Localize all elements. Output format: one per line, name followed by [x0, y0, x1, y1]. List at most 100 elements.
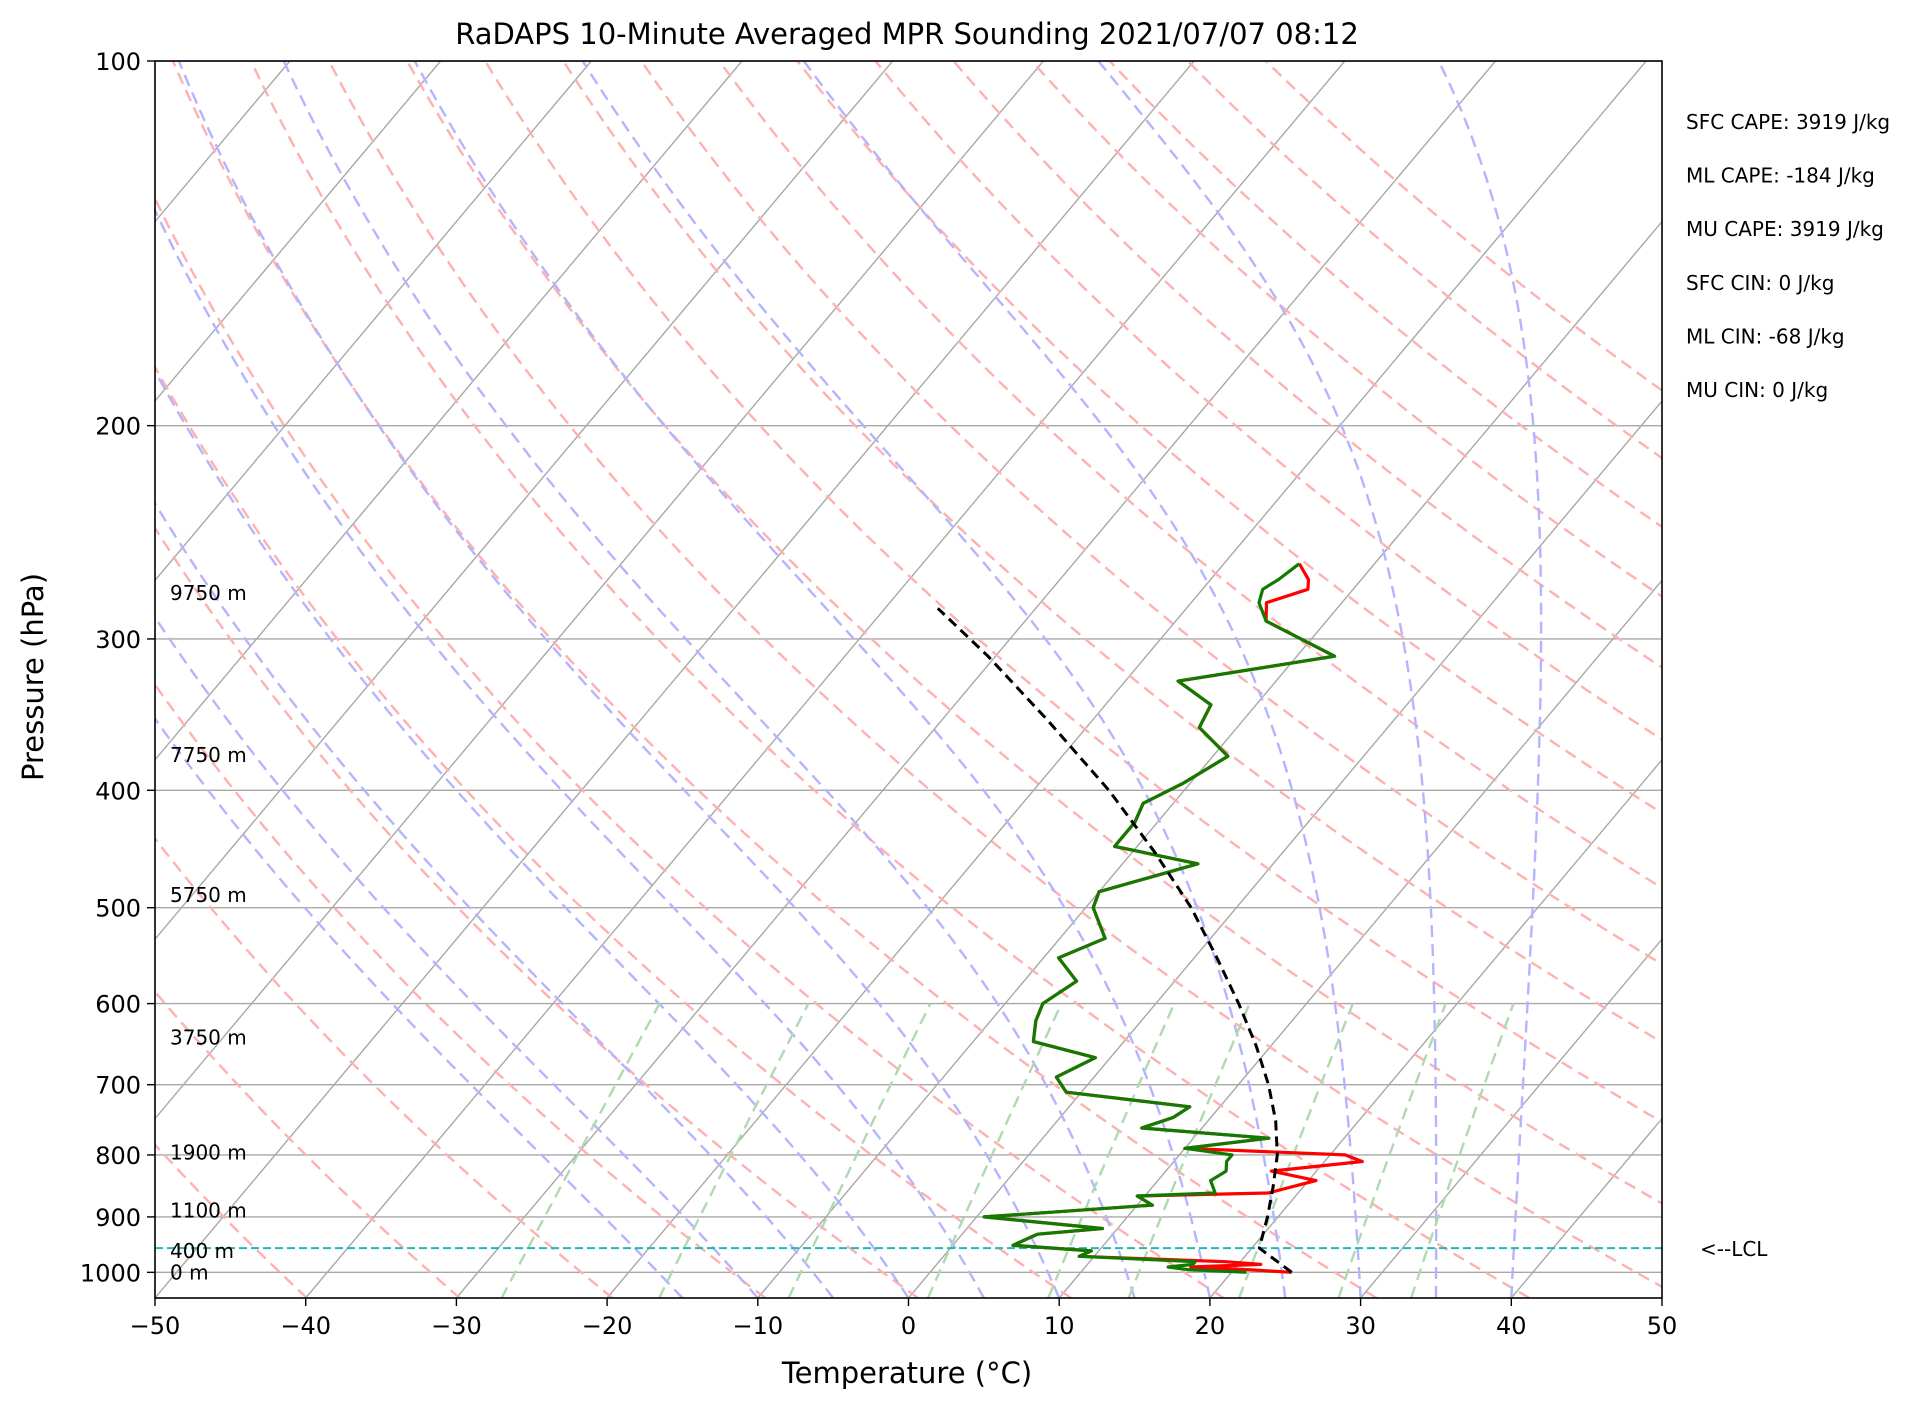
index-label: MU CAPE: 3919 J/kg — [1686, 217, 1884, 241]
x-tick-label: 10 — [1044, 1312, 1075, 1340]
moist-adiabat — [581, 61, 1287, 1298]
moist-adiabat — [413, 61, 1212, 1298]
x-tick-label: 0 — [901, 1312, 916, 1340]
moist-adiabat — [155, 368, 910, 1298]
dry-adiabat — [796, 61, 1662, 815]
mixing-ratio-line — [1410, 1003, 1515, 1298]
isotherm — [155, 61, 592, 582]
dry-adiabat — [155, 195, 1225, 1298]
height-label: 1900 m — [170, 1140, 247, 1164]
mixing-ratio-line — [1337, 1003, 1447, 1298]
isotherm — [155, 61, 743, 761]
dry-adiabat — [952, 61, 1662, 669]
axis-ticks: −50 −40 −30 −20 −10 0 10 20 30 40 50 100 200 300 400 50… — [80, 48, 1677, 1340]
x-tick-label: 50 — [1647, 1312, 1678, 1340]
moist-adiabat — [1437, 61, 1543, 1298]
x-tick-label: 20 — [1195, 1312, 1226, 1340]
lcl-label: <--LCL — [1700, 1237, 1768, 1261]
dry-adiabat — [327, 61, 1662, 1289]
dry-adiabat — [171, 61, 1378, 1298]
isotherm — [455, 61, 1497, 1298]
x-tick-label: −30 — [431, 1312, 482, 1340]
dry-adiabat — [155, 836, 614, 1298]
x-tick-label: −50 — [130, 1312, 181, 1340]
dewpoint-line — [982, 562, 1337, 1274]
x-tick-label: −40 — [280, 1312, 331, 1340]
x-tick-label: 40 — [1496, 1312, 1527, 1340]
temperature-line — [982, 562, 1364, 1274]
y-tick-label: 1000 — [80, 1259, 141, 1287]
dry-adiabat — [874, 61, 1662, 742]
height-label: 9750 m — [170, 581, 247, 605]
dry-adiabat — [155, 525, 919, 1298]
isotherm — [1058, 579, 1662, 1298]
index-label: MU CIN: 0 J/kg — [1686, 378, 1828, 402]
index-label: ML CIN: -68 J/kg — [1686, 324, 1845, 348]
isotherm — [155, 61, 1195, 1298]
y-tick-label: 700 — [95, 1072, 141, 1100]
isotherm — [155, 61, 1044, 1120]
y-tick-label: 400 — [95, 777, 141, 805]
index-label: SFC CIN: 0 J/kg — [1686, 271, 1834, 295]
x-axis-title: Temperature (°C) — [781, 1356, 1032, 1390]
height-label: 3750 m — [170, 1026, 247, 1050]
isotherm — [155, 61, 894, 941]
parcel-line — [936, 607, 1293, 1274]
moist-adiabat — [282, 61, 1136, 1298]
isotherm — [606, 61, 1647, 1298]
dry-adiabat — [155, 364, 1072, 1298]
isotherm — [1360, 938, 1662, 1298]
mixing-ratio-line — [1127, 1003, 1251, 1298]
height-label: 400 m — [170, 1239, 234, 1263]
isotherm — [907, 399, 1662, 1298]
y-tick-label: 300 — [95, 626, 141, 654]
plot-frame — [154, 60, 1663, 1299]
moist-adiabat — [155, 615, 759, 1298]
moist-adiabat — [802, 61, 1362, 1298]
y-tick-label: 100 — [95, 48, 141, 76]
dry-adiabat — [155, 989, 461, 1298]
y-tick-label: 900 — [95, 1204, 141, 1232]
isotherm — [1661, 1296, 1662, 1298]
dry-adiabat — [406, 61, 1662, 1205]
dry-adiabat — [1030, 61, 1662, 598]
mixing-ratio-line — [1047, 1003, 1176, 1298]
moist-adiabat — [155, 716, 684, 1298]
chart-title: RaDAPS 10-Minute Averaged MPR Sounding 2… — [455, 17, 1359, 51]
data-lines — [155, 562, 1662, 1274]
height-label: 7750 m — [170, 743, 247, 767]
moist-adiabat — [177, 61, 1061, 1298]
isotherm — [155, 61, 442, 403]
moist-adiabat — [155, 207, 985, 1298]
isotherm — [1510, 1117, 1662, 1298]
mixing-ratio-line — [658, 1003, 810, 1298]
index-label: SFC CAPE: 3919 J/kg — [1686, 110, 1890, 134]
mixing-ratio-line — [1237, 1003, 1355, 1298]
moist-adiabat — [1097, 61, 1438, 1298]
mixing-ratio-line — [787, 1003, 932, 1298]
dry-adiabat — [1186, 61, 1662, 460]
x-tick-label: −10 — [732, 1312, 783, 1340]
dry-adiabat — [249, 61, 1531, 1298]
mixing-ratio-line — [926, 1003, 1063, 1298]
dry-adiabat — [562, 61, 1662, 1044]
isotherm — [757, 220, 1662, 1298]
background-grid — [155, 61, 1662, 1298]
dry-adiabat — [718, 61, 1662, 890]
y-tick-label: 600 — [95, 991, 141, 1019]
y-tick-label: 800 — [95, 1142, 141, 1170]
dry-adiabat — [640, 61, 1662, 966]
x-tick-label: −20 — [582, 1312, 633, 1340]
index-label: ML CAPE: -184 J/kg — [1686, 164, 1875, 188]
dry-adiabat — [1264, 61, 1662, 393]
x-tick-label: 30 — [1345, 1312, 1376, 1340]
height-label: 1100 m — [170, 1198, 247, 1222]
moist-adiabat — [155, 501, 835, 1298]
y-tick-label: 200 — [95, 413, 141, 441]
isotherm — [1209, 758, 1662, 1298]
height-label: 5750 m — [170, 883, 247, 907]
y-tick-label: 500 — [95, 895, 141, 923]
y-axis-title: Pressure (hPa) — [16, 573, 50, 781]
height-label: 0 m — [170, 1260, 209, 1284]
